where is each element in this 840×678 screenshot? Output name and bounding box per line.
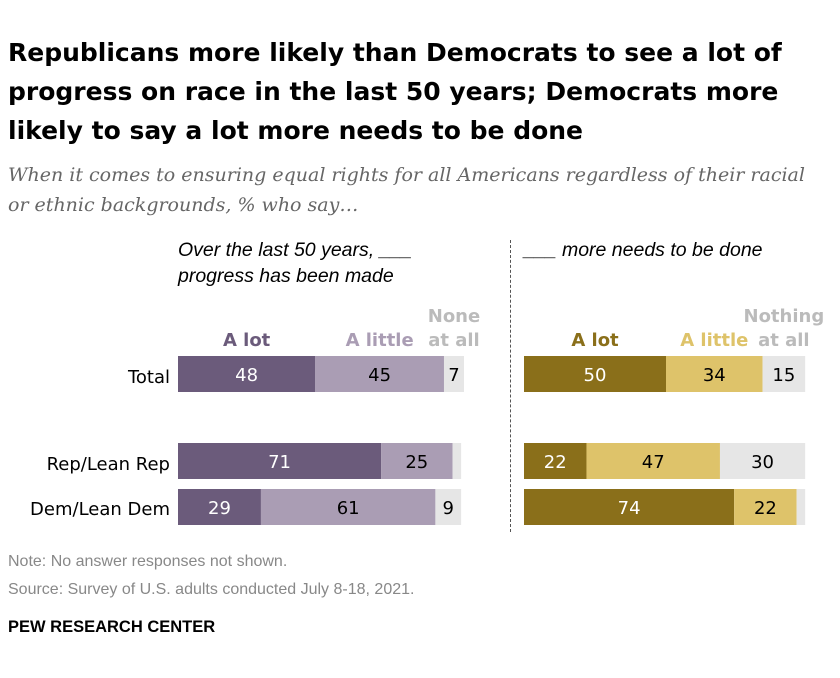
right-data-label-2-0: 74 (618, 498, 641, 519)
right-panel-title: ___ more needs to be done (524, 237, 763, 263)
left-panel-title-line-1: Over the last 50 years, ___ (178, 239, 413, 261)
left-data-label-0-1: 45 (368, 365, 391, 386)
row-label-rep: Rep/Lean Rep (46, 454, 170, 475)
left-bar-2-0 (178, 489, 261, 525)
left-panel-title: Over the last 50 years, ___ progress has… (178, 237, 412, 289)
left-bar-0-2 (443, 356, 464, 392)
chart-title: Republicans more likely than Democrats t… (8, 38, 782, 145)
left-category-2-line-1: at all (428, 330, 480, 351)
left-bar-2-1 (260, 489, 436, 525)
chart-subtitle: When it comes to ensuring equal rights f… (8, 164, 805, 216)
right-data-label-1-1: 47 (642, 452, 665, 473)
left-bar-1-0 (178, 443, 382, 479)
right-category-2-line-1: at all (758, 330, 810, 351)
left-data-label-1-1: 25 (405, 452, 428, 473)
left-bar-1-2 (452, 443, 462, 479)
right-data-label-0-0: 50 (584, 365, 607, 386)
right-category-1-line-0: A little (680, 330, 748, 351)
right-bar-1-2 (719, 443, 806, 479)
row-label-dem: Dem/Lean Dem (30, 499, 170, 520)
left-data-label-0-2: 7 (448, 365, 459, 386)
left-data-label-2-0: 29 (208, 498, 231, 519)
right-data-label-0-2: 15 (772, 365, 795, 386)
right-bar-0-0 (524, 356, 666, 392)
right-data-label-0-1: 34 (703, 365, 726, 386)
right-bar-2-2 (796, 489, 806, 525)
left-bar-0-1 (315, 356, 444, 392)
left-data-label-1-0: 71 (268, 452, 291, 473)
left-bar-0-0 (178, 356, 316, 392)
note: Note: No answer responses not shown. (8, 553, 288, 570)
left-data-label-2-2: 9 (443, 498, 454, 519)
right-category-0-line-0: A lot (571, 330, 619, 351)
brand-logo-text: PEW RESEARCH CENTER (8, 618, 216, 636)
left-bar-2-2 (435, 489, 462, 525)
right-panel-title-line-1: ___ more needs to be done (524, 239, 763, 261)
panel-divider (510, 240, 511, 532)
right-category-2-line-0: Nothing (744, 306, 825, 327)
right-data-label-1-2: 30 (751, 452, 774, 473)
left-category-2-line-0: None (428, 306, 480, 327)
source: Source: Survey of U.S. adults conducted … (8, 581, 415, 598)
left-panel-title-line-2: progress has been made (178, 265, 394, 287)
right-bar-1-1 (586, 443, 720, 479)
left-category-1-line-0: A little (346, 330, 414, 351)
right-bar-1-0 (524, 443, 587, 479)
right-bar-0-1 (666, 356, 763, 392)
right-bar-2-0 (524, 489, 735, 525)
right-bar-2-1 (734, 489, 797, 525)
left-category-0-line-0: A lot (223, 330, 271, 351)
right-data-label-1-0: 22 (544, 452, 567, 473)
right-bar-0-2 (762, 356, 806, 392)
left-data-label-0-0: 48 (235, 365, 258, 386)
right-data-label-2-1: 22 (754, 498, 777, 519)
left-bar-1-1 (381, 443, 453, 479)
row-label-total: Total (127, 367, 170, 388)
left-data-label-2-1: 61 (337, 498, 360, 519)
